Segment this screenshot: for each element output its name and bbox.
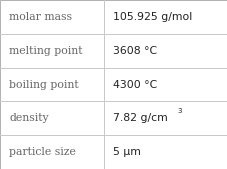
- Text: 7.82 g/cm: 7.82 g/cm: [112, 113, 167, 123]
- Text: 3608 °C: 3608 °C: [112, 46, 156, 56]
- Text: 3: 3: [177, 108, 182, 114]
- Text: melting point: melting point: [9, 46, 82, 56]
- Text: molar mass: molar mass: [9, 12, 72, 22]
- Text: particle size: particle size: [9, 147, 76, 157]
- Text: 105.925 g/mol: 105.925 g/mol: [112, 12, 191, 22]
- Text: density: density: [9, 113, 49, 123]
- Text: boiling point: boiling point: [9, 79, 78, 90]
- Text: 4300 °C: 4300 °C: [112, 79, 156, 90]
- Text: 5 µm: 5 µm: [112, 147, 140, 157]
